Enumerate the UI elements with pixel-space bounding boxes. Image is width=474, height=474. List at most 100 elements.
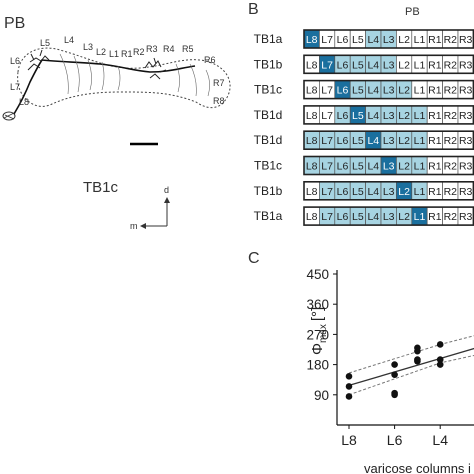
data-point-filled (436, 361, 444, 368)
matrix-cell-label: L5 (352, 110, 364, 122)
column-label-l6: L6 (10, 56, 20, 66)
matrix-cell-label: L3 (383, 186, 395, 198)
data-point-filled (345, 393, 353, 400)
matrix-cell-label: L1 (414, 85, 426, 97)
matrix-cell-label: L3 (383, 110, 395, 122)
matrix-cell-label: L6 (337, 161, 349, 173)
matrix-row-outline (303, 79, 474, 100)
matrix-cell-label: R3 (459, 135, 473, 147)
matrix-cell-label: L3 (383, 85, 395, 97)
matrix-cell-label: L8 (306, 161, 318, 173)
matrix-cell-label: R3 (459, 161, 473, 173)
matrix-cell-label: R3 (459, 34, 473, 46)
matrix-cell-label: L5 (352, 59, 364, 71)
matrix-cell-label: R2 (444, 110, 458, 122)
matrix-cell-label: L2 (398, 110, 410, 122)
matrix-cell-label: R3 (459, 59, 473, 71)
neuron-type-label: TB1c (83, 179, 119, 196)
matrix-cell-label: L8 (306, 110, 318, 122)
matrix-cell-label: L4 (367, 135, 379, 147)
matrix-cell-label: R3 (459, 211, 473, 223)
y-axis-label-subscript: max (318, 324, 329, 343)
matrix-cell-label: R3 (459, 186, 473, 198)
panel-b-letter: B (248, 1, 259, 18)
x-axis-label: varicose columns i (364, 461, 471, 474)
matrix-cell-label: L1 (414, 211, 426, 223)
matrix-cell-label: R1 (428, 110, 442, 122)
matrix-row-outline (303, 105, 474, 125)
matrix-cell-label: L5 (352, 34, 364, 46)
regression-line (348, 347, 474, 387)
matrix-cell-label: R1 (428, 85, 442, 97)
matrix-cell-label: R2 (444, 161, 458, 173)
matrix-cell-label: L4 (367, 110, 379, 122)
matrix-cell-label: L8 (306, 59, 318, 71)
matrix-cell-label: L2 (398, 59, 410, 71)
matrix-cell-label: L5 (352, 85, 364, 97)
confidence-lower (348, 354, 474, 396)
column-label-r3: R3 (146, 44, 158, 54)
column-label-l2: L2 (96, 47, 106, 57)
matrix-cell-label: L3 (383, 59, 395, 71)
column-label-r8: R8 (213, 96, 225, 106)
matrix-cell-label: L7 (321, 85, 333, 97)
matrix-cell-label: R3 (459, 110, 473, 122)
matrix-cell-label: L6 (337, 59, 349, 71)
row-label: TB1b (254, 184, 283, 198)
panel-a-letter: PB (4, 15, 26, 32)
matrix-cell-label: R2 (444, 135, 458, 147)
matrix-cell-label: L7 (321, 110, 333, 122)
neuron-branch-right (144, 57, 167, 80)
matrix-row-outline (303, 54, 474, 75)
panel-c-letter: C (248, 250, 260, 267)
panel-b-header: PB (405, 6, 420, 18)
matrix-cell-label: L4 (367, 161, 379, 173)
cell-body (2, 111, 16, 121)
matrix-cell-label: L8 (306, 135, 318, 147)
matrix-cell-label: R3 (459, 85, 473, 97)
matrix-cell-label: L8 (306, 85, 318, 97)
matrix-cell-label: R2 (444, 211, 458, 223)
matrix-cell-label: R1 (428, 211, 442, 223)
matrix-cell-label: L4 (367, 211, 379, 223)
matrix-cell-label: L5 (352, 211, 364, 223)
matrix-cell-label: L4 (367, 186, 379, 198)
row-label: TB1a (254, 209, 283, 223)
pb-neuron-drawing: L5 L4 L3 L2 L1 L6 L7 L8 R1 R2 R3 R4 R5 R… (2, 35, 231, 231)
column-label-l8: L8 (19, 97, 29, 107)
row-label: TB1d (254, 108, 283, 122)
matrix-cell-label: L5 (352, 135, 364, 147)
column-label-r7: R7 (213, 78, 225, 88)
data-point-filled (391, 371, 398, 378)
row-label: TB1c (254, 159, 282, 173)
matrix-cell-label: L5 (352, 161, 364, 173)
matrix-cell-label: L2 (398, 211, 410, 223)
y-tick-label: 360 (306, 297, 329, 312)
matrix-cell-label: L2 (398, 186, 410, 198)
matrix-cell-label: L3 (383, 135, 395, 147)
matrix-cell-label: L7 (321, 186, 333, 198)
matrix-cell-label: L8 (306, 34, 318, 46)
column-label-l3: L3 (83, 42, 93, 52)
y-tick-label: 90 (314, 388, 329, 403)
medial-label: m (130, 221, 138, 231)
matrix-cell-label: L4 (367, 59, 379, 71)
matrix-cell-label: L6 (337, 34, 349, 46)
matrix-cell-label: L3 (383, 211, 395, 223)
matrix-cell-label: R1 (428, 34, 442, 46)
column-label-r4: R4 (163, 44, 175, 54)
matrix-cell-label: R2 (444, 34, 458, 46)
matrix-cell-label: L3 (383, 34, 395, 46)
matrix-cell-label: L3 (383, 161, 395, 173)
dorsal-label: d (164, 185, 169, 195)
matrix-cell-label: L8 (306, 211, 318, 223)
matrix-cell-label: L1 (414, 161, 426, 173)
matrix-cell-label: L6 (337, 85, 349, 97)
data-point-filled (345, 373, 353, 380)
matrix-cell-label: R1 (428, 135, 442, 147)
x-tick-label: L6 (387, 432, 403, 448)
row-label: TB1d (254, 133, 283, 147)
matrix-cell-label: L7 (321, 34, 333, 46)
matrix-cell-label: L4 (367, 34, 379, 46)
matrix-row-outline (303, 29, 474, 49)
